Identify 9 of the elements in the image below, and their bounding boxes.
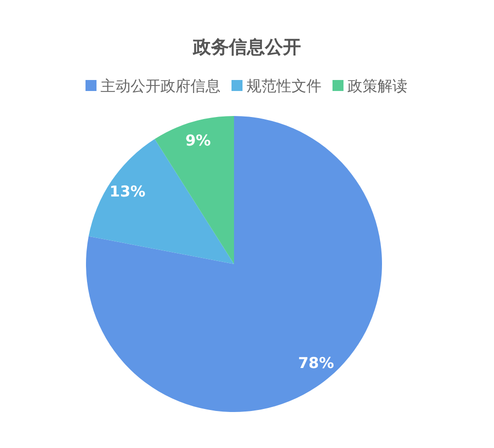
data-label: 78% [298,354,334,372]
chart-title: 政务信息公开 [192,37,301,58]
legend-label: 规范性文件 [246,77,322,95]
pie-slice [154,116,234,264]
legend-label: 主动公开政府信息 [100,77,220,95]
legend-label: 政策解读 [348,77,408,95]
data-label: 13% [110,182,146,201]
pie-slice [86,116,382,412]
data-label: 9% [185,131,211,150]
